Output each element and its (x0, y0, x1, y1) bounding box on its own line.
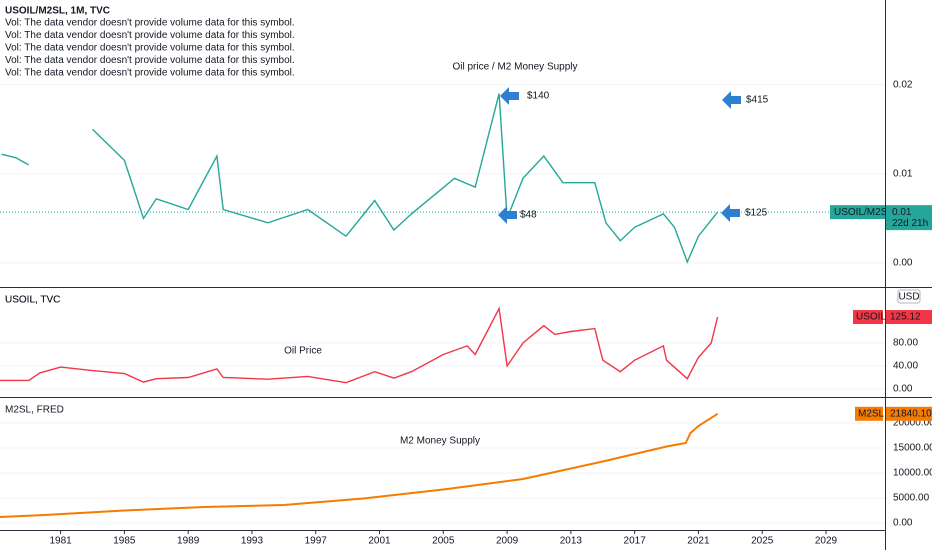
badge-value-bg (886, 205, 932, 231)
x-tick-label: 1989 (177, 536, 200, 547)
source-label: M2SL, FRED (5, 405, 64, 416)
annotation: $140 (527, 91, 550, 102)
badge-value: 125.12 (890, 312, 921, 323)
x-tick-label: 2009 (496, 536, 519, 547)
annotation: $125 (745, 208, 768, 219)
unit-bg (897, 289, 921, 304)
x-tick-label: 2017 (624, 536, 647, 547)
annotation: $415 (746, 95, 769, 106)
source-label: USOIL, TVC (5, 295, 60, 306)
notice: Vol: The data vendor doesn't provide vol… (5, 18, 295, 29)
series-line (0, 412, 719, 518)
y-tick-label: 40.00 (893, 361, 918, 372)
arrow (500, 87, 519, 105)
notice: Vol: The data vendor doesn't provide vol… (5, 55, 295, 66)
badge-value: 21840.10 (890, 408, 932, 419)
notice: Vol: The data vendor doesn't provide vol… (5, 43, 295, 54)
badge-value-bg (886, 406, 932, 421)
x-tick-label: 1985 (113, 536, 136, 547)
x-tick-label: 2025 (751, 536, 774, 547)
badge-name: M2SL (858, 408, 885, 419)
x-tick-label: 2029 (815, 536, 838, 547)
x-tick-label: 2001 (368, 536, 391, 547)
badge-countdown: 22d 21h (892, 218, 928, 229)
pane-label: Oil Price (284, 346, 322, 357)
y-tick-label: 0.00 (893, 518, 913, 529)
y-tick-label: 0.00 (893, 384, 913, 395)
pane-label: M2 Money Supply (400, 436, 480, 447)
badge-name-bg (853, 310, 883, 325)
x-tick-label: 2013 (560, 536, 583, 547)
x-tick-label: 2005 (432, 536, 455, 547)
y-tick-label: 0.00 (893, 258, 913, 269)
notice: Vol: The data vendor doesn't provide vol… (5, 30, 295, 41)
badge-value-bg (886, 310, 932, 325)
badge-name-bg (855, 406, 883, 421)
source-label: USOIL, TVC (5, 295, 60, 306)
annotation: $48 (520, 210, 537, 221)
arrow (722, 91, 741, 109)
y-tick-label: 15000.00 (893, 443, 932, 454)
y-tick-label: 10000.00 (893, 468, 932, 479)
x-tick-label: 1997 (305, 536, 328, 547)
arrow (498, 206, 517, 224)
y-tick-label: 80.00 (893, 338, 918, 349)
notice: Vol: The data vendor doesn't provide vol… (5, 68, 295, 79)
x-tick-label: 1981 (49, 536, 72, 547)
chart-title: Oil price / M2 Money Supply (452, 62, 577, 73)
y-tick-label: 0.01 (893, 168, 913, 179)
arrow (721, 204, 740, 222)
badge-name: USOIL (856, 312, 886, 323)
badge-name: USOIL/M2SL (834, 207, 893, 218)
series-line (1, 93, 719, 264)
badge-value: 0.01 (892, 207, 912, 218)
series-line (0, 306, 719, 384)
badge-name-bg (830, 205, 885, 220)
symbol: USOIL/M2SL, 1M, TVC (5, 6, 110, 17)
y-tick-label: 5000.00 (893, 493, 930, 504)
y-tick-label: 0.02 (893, 79, 913, 90)
y-tick-label: 20000.00 (893, 418, 932, 429)
x-tick-label: 1993 (241, 536, 264, 547)
x-tick-label: 2021 (687, 536, 710, 547)
unit-label: USD (898, 292, 919, 303)
